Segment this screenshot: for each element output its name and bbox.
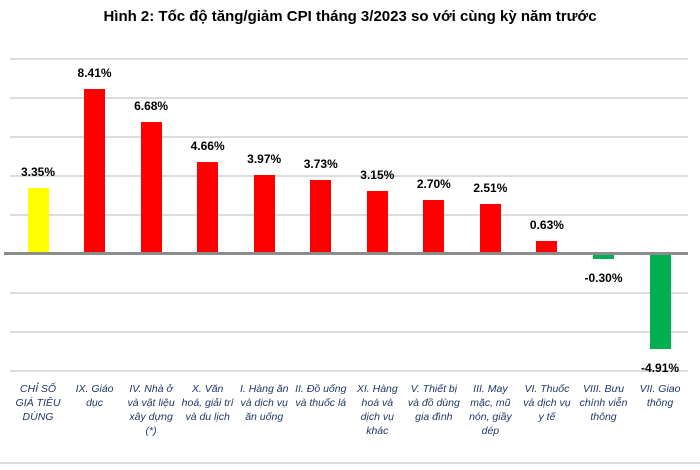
bar — [649, 253, 671, 349]
gridline — [10, 135, 688, 138]
bar-value-label: 3.35% — [20, 164, 56, 179]
gridline — [10, 370, 688, 373]
bar — [479, 203, 501, 253]
bar-value-label: -0.30% — [584, 270, 623, 285]
bar-value-label: 2.51% — [473, 180, 508, 195]
gridline — [10, 292, 688, 295]
bar — [310, 180, 332, 253]
category-label: I. Hàng ăn và dịch vụ ăn uống — [239, 383, 289, 423]
bar-value-label: 8.41% — [77, 65, 112, 80]
figure-bottom-border — [0, 462, 700, 464]
category-label: VIII. Bưu chính viễn thông — [579, 383, 628, 423]
category-label: II. Đồ uống và thuốc lá — [295, 383, 347, 409]
bar-value-label: 2.70% — [416, 177, 451, 192]
category-label: VII. Giao thông — [639, 383, 681, 409]
gridline — [10, 213, 688, 216]
gridline — [10, 174, 688, 177]
gridline — [10, 57, 688, 60]
category-label: IX. Giáo dục — [75, 383, 114, 409]
zero-axis-line — [4, 251, 688, 255]
bar-value-label: 3.15% — [360, 168, 395, 183]
bar — [140, 122, 162, 253]
bar — [253, 175, 275, 253]
category-label: VI. Thuốc và dịch vụ y tế — [523, 383, 571, 423]
category-label: X. Văn hoá, giải trí và du lịch — [181, 383, 234, 423]
bar-value-label: 3.97% — [247, 152, 282, 167]
category-label: CHỈ SỐ GIÁ TIÊU DÙNG — [15, 383, 61, 423]
bar-value-label: 4.66% — [190, 138, 225, 153]
bar — [197, 161, 219, 253]
bar — [593, 253, 614, 259]
chart-title: Hình 2: Tốc độ tăng/giảm CPI tháng 3/202… — [103, 8, 597, 25]
gridline — [10, 96, 688, 99]
bar-value-label: 3.73% — [303, 157, 338, 172]
bar — [27, 187, 49, 253]
bar-value-label: 0.63% — [529, 217, 564, 232]
category-label: III. May mặc, mũ nón, giầy dép — [469, 383, 512, 437]
category-label: XI. Hàng hoá và dịch vụ khác — [356, 383, 398, 437]
bar — [366, 191, 388, 253]
bar-value-label: -4.91% — [641, 360, 680, 375]
bar — [536, 240, 558, 253]
bar — [423, 200, 445, 253]
gridline — [10, 331, 688, 334]
bar-value-label: 6.68% — [134, 99, 169, 114]
bar — [84, 88, 106, 253]
category-label: V. Thiết bị và đồ dùng gia đình — [407, 383, 460, 423]
category-label: IV. Nhà ở và vật liệu xây dựng (*) — [127, 383, 175, 437]
